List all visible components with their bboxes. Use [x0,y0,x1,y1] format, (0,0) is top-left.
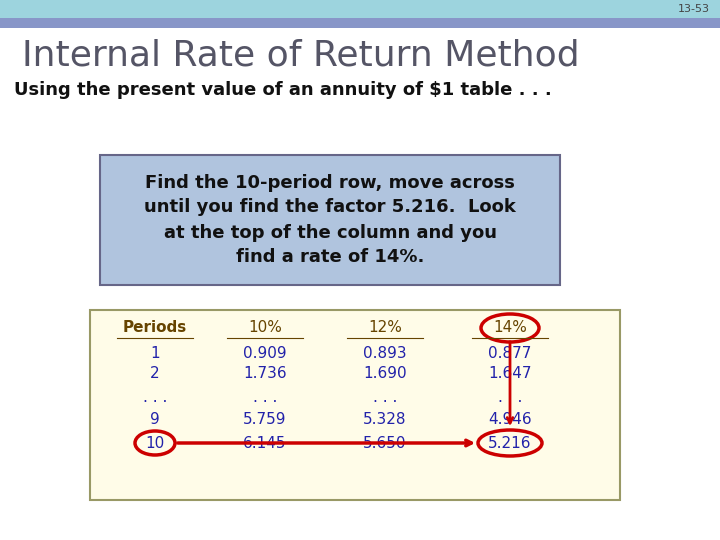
Text: 0.893: 0.893 [363,346,407,361]
Text: 4.946: 4.946 [488,413,532,428]
Text: Periods: Periods [123,321,187,335]
Text: 0.909: 0.909 [243,346,287,361]
Text: 5.650: 5.650 [364,435,407,450]
Text: 12%: 12% [368,321,402,335]
Text: 0.877: 0.877 [488,346,531,361]
Text: Using the present value of an annuity of $1 table . . .: Using the present value of an annuity of… [14,81,552,99]
Bar [0,0,720,18]
Text: 1: 1 [150,346,160,361]
Text: 5.328: 5.328 [364,413,407,428]
Text: Find the 10-period row, move across
until you find the factor 5.216.  Look
at th: Find the 10-period row, move across unti… [144,173,516,267]
Text: . . .: . . . [143,390,167,406]
Text: 5.759: 5.759 [243,413,287,428]
Text: . . .: . . . [373,390,397,406]
Bar [0,18,720,28]
Text: 2: 2 [150,367,160,381]
FancyBboxPatch shape [100,155,560,285]
Text: 13-53: 13-53 [678,4,710,14]
Text: 6.145: 6.145 [243,435,287,450]
Text: 1.690: 1.690 [363,367,407,381]
Text: 10: 10 [145,435,165,450]
FancyBboxPatch shape [90,310,620,500]
Text: 9: 9 [150,413,160,428]
Text: . . .: . . . [253,390,277,406]
Text: 1.736: 1.736 [243,367,287,381]
Text: 1.647: 1.647 [488,367,532,381]
Text: 10%: 10% [248,321,282,335]
Text: Internal Rate of Return Method: Internal Rate of Return Method [22,38,580,72]
Text: . . .: . . . [498,390,522,406]
Text: 14%: 14% [493,321,527,335]
Text: 5.216: 5.216 [488,435,532,450]
